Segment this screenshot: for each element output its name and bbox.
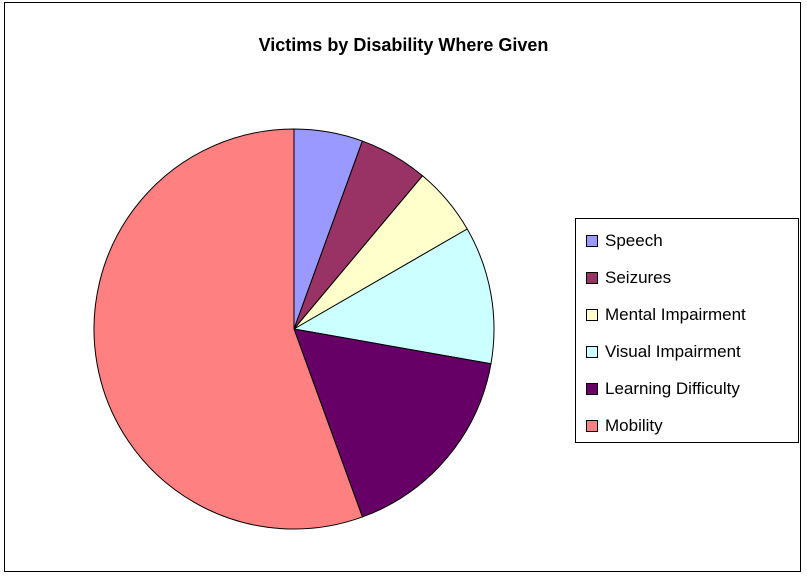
pie-slice-mobility bbox=[93, 128, 364, 530]
legend-swatch bbox=[586, 272, 598, 284]
legend-swatch bbox=[586, 309, 598, 321]
pie-slice-learning-difficulty bbox=[293, 328, 492, 518]
chart-title: Victims by Disability Where Given bbox=[258, 35, 549, 55]
legend-item-mobility: Mobility bbox=[586, 416, 663, 436]
legend-item-mental-impairment: Mental Impairment bbox=[586, 305, 746, 325]
legend-label: Visual Impairment bbox=[605, 342, 741, 361]
chart-area: Victims by Disability Where Given Speech… bbox=[4, 2, 801, 572]
legend-item-seizures: Seizures bbox=[586, 268, 671, 288]
legend-swatch bbox=[586, 235, 598, 247]
legend-item-visual-impairment: Visual Impairment bbox=[586, 342, 741, 362]
legend-label: Learning Difficulty bbox=[605, 379, 740, 398]
chart-legend: Speech Seizures Mental Impairment Visual Im… bbox=[575, 218, 799, 443]
pie-slice-visual-impairment bbox=[292, 228, 495, 365]
legend-label: Seizures bbox=[605, 268, 672, 287]
legend-label: Mobility bbox=[605, 416, 663, 435]
legend-swatch bbox=[586, 383, 598, 395]
legend-label: Mental Impairment bbox=[605, 305, 746, 324]
legend-item-learning-difficulty: Learning Difficulty bbox=[586, 379, 740, 399]
pie-chart bbox=[93, 128, 495, 530]
legend-swatch bbox=[586, 346, 598, 358]
legend-swatch bbox=[586, 420, 598, 432]
legend-item-speech: Speech bbox=[586, 231, 663, 251]
legend-label: Speech bbox=[605, 231, 663, 250]
